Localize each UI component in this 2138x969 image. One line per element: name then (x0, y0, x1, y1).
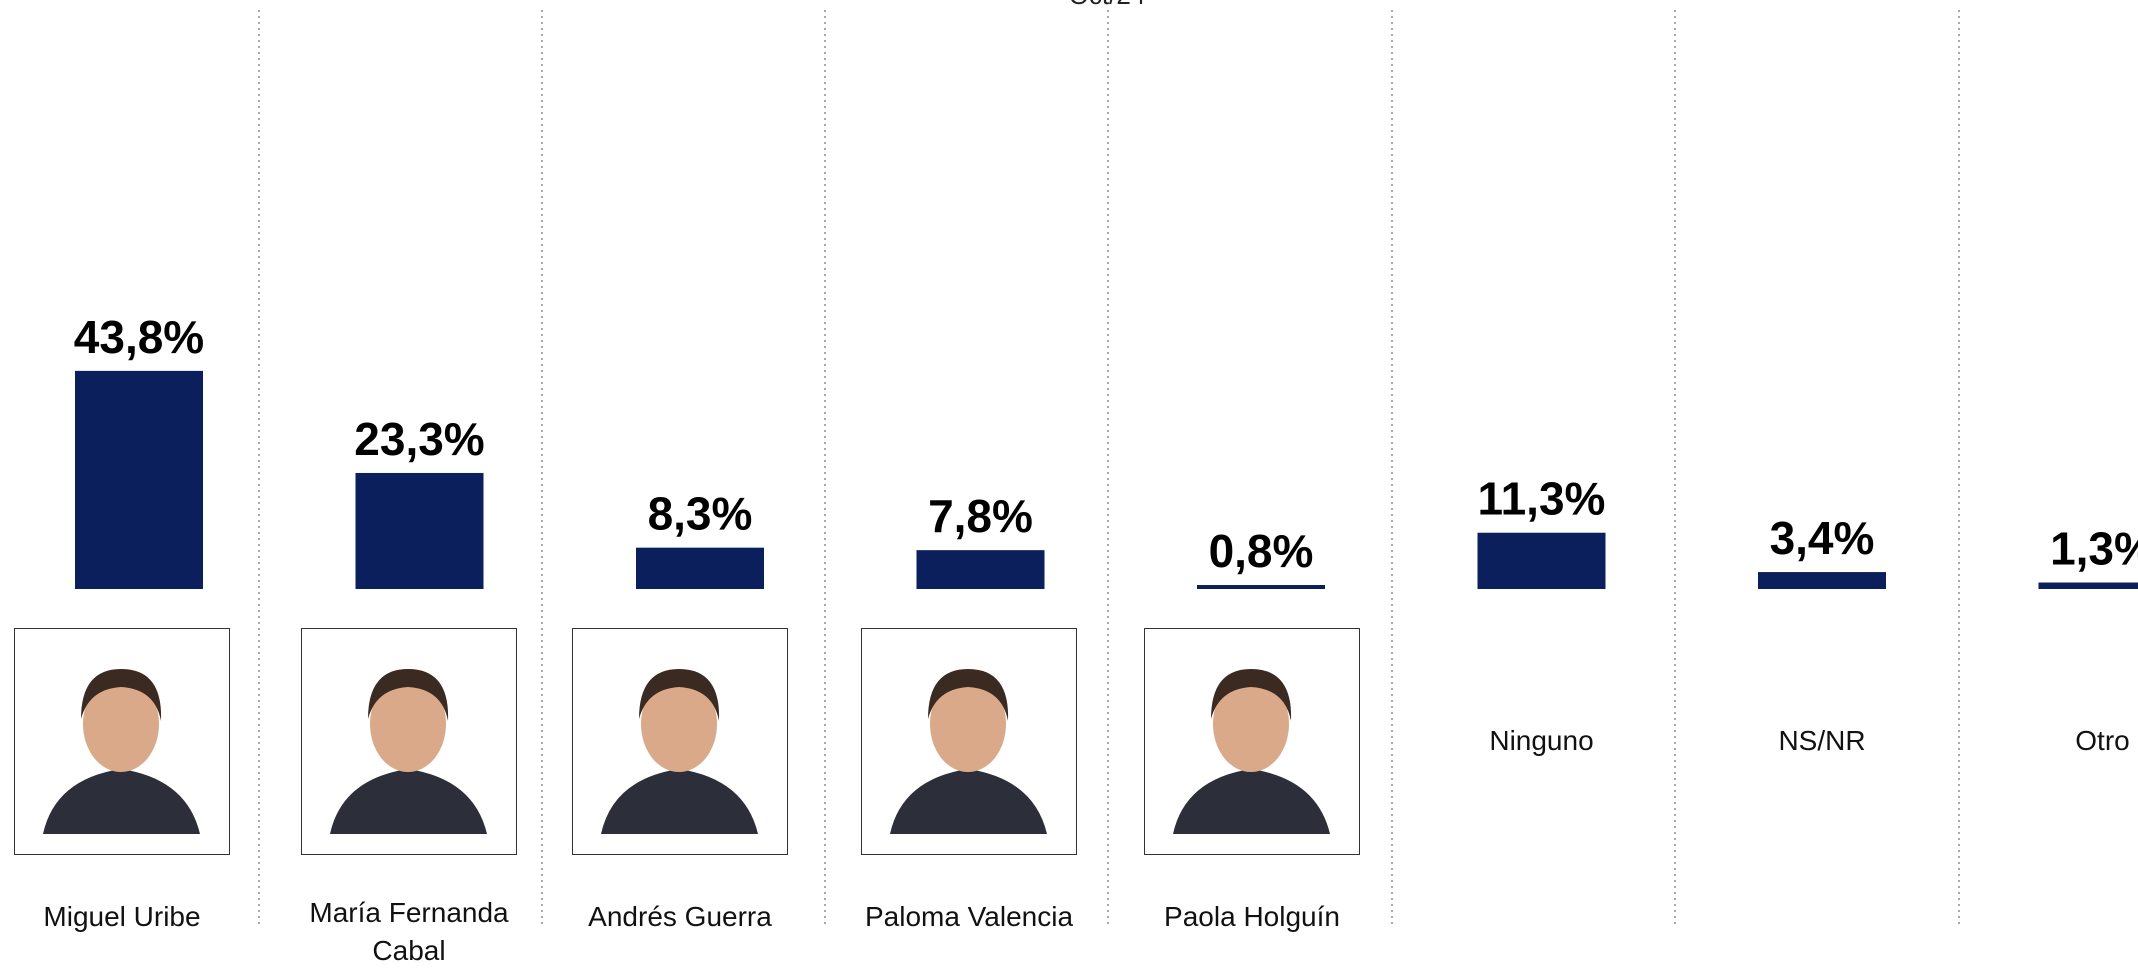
value-label: 1,3% (2050, 523, 2138, 575)
photo-silhouette (15, 629, 228, 853)
value-label: 3,4% (1770, 512, 1875, 564)
candidate-photo (14, 628, 230, 855)
bar (356, 473, 484, 589)
shoulders (601, 769, 758, 834)
value-label: 23,3% (354, 413, 484, 465)
value-label: 8,3% (648, 488, 753, 540)
value-label: 43,8% (74, 311, 204, 363)
shoulders (1173, 769, 1330, 834)
bar (1758, 572, 1886, 589)
photo-silhouette (302, 629, 515, 853)
value-label: 11,3% (1478, 473, 1606, 525)
category-label: Otro (1978, 722, 2138, 760)
candidate-photo (1144, 628, 1360, 855)
category-label: NS/NR (1697, 722, 1947, 760)
category-label: Ninguno (1417, 722, 1667, 760)
bar (636, 548, 764, 589)
bar (1478, 533, 1606, 589)
bar (917, 550, 1045, 589)
shoulders (890, 769, 1047, 834)
category-label: Miguel Uribe (0, 898, 247, 936)
value-label: 7,8% (928, 490, 1033, 542)
candidate-photo (572, 628, 788, 855)
chart: Oct/24 43,8% 23,3% 8,3% 7,8% 0,8% 11,3% 3,4% 1,… (0, 0, 2138, 969)
bar (1197, 585, 1325, 589)
photo-silhouette (862, 629, 1075, 853)
category-label: María Fernanda Cabal (299, 894, 519, 969)
photo-silhouette (573, 629, 786, 853)
value-label: 0,8% (1209, 525, 1314, 577)
category-label: Paola Holguín (1127, 898, 1377, 936)
shoulders (43, 769, 200, 834)
candidate-photo (301, 628, 517, 855)
bar (2039, 583, 2138, 589)
category-label: Andrés Guerra (555, 898, 805, 936)
category-label: Paloma Valencia (844, 898, 1094, 936)
chart-title: Oct/24 (1069, 0, 1146, 10)
candidate-photo (861, 628, 1077, 855)
photo-silhouette (1145, 629, 1358, 853)
shoulders (330, 769, 487, 834)
bar (75, 371, 203, 589)
